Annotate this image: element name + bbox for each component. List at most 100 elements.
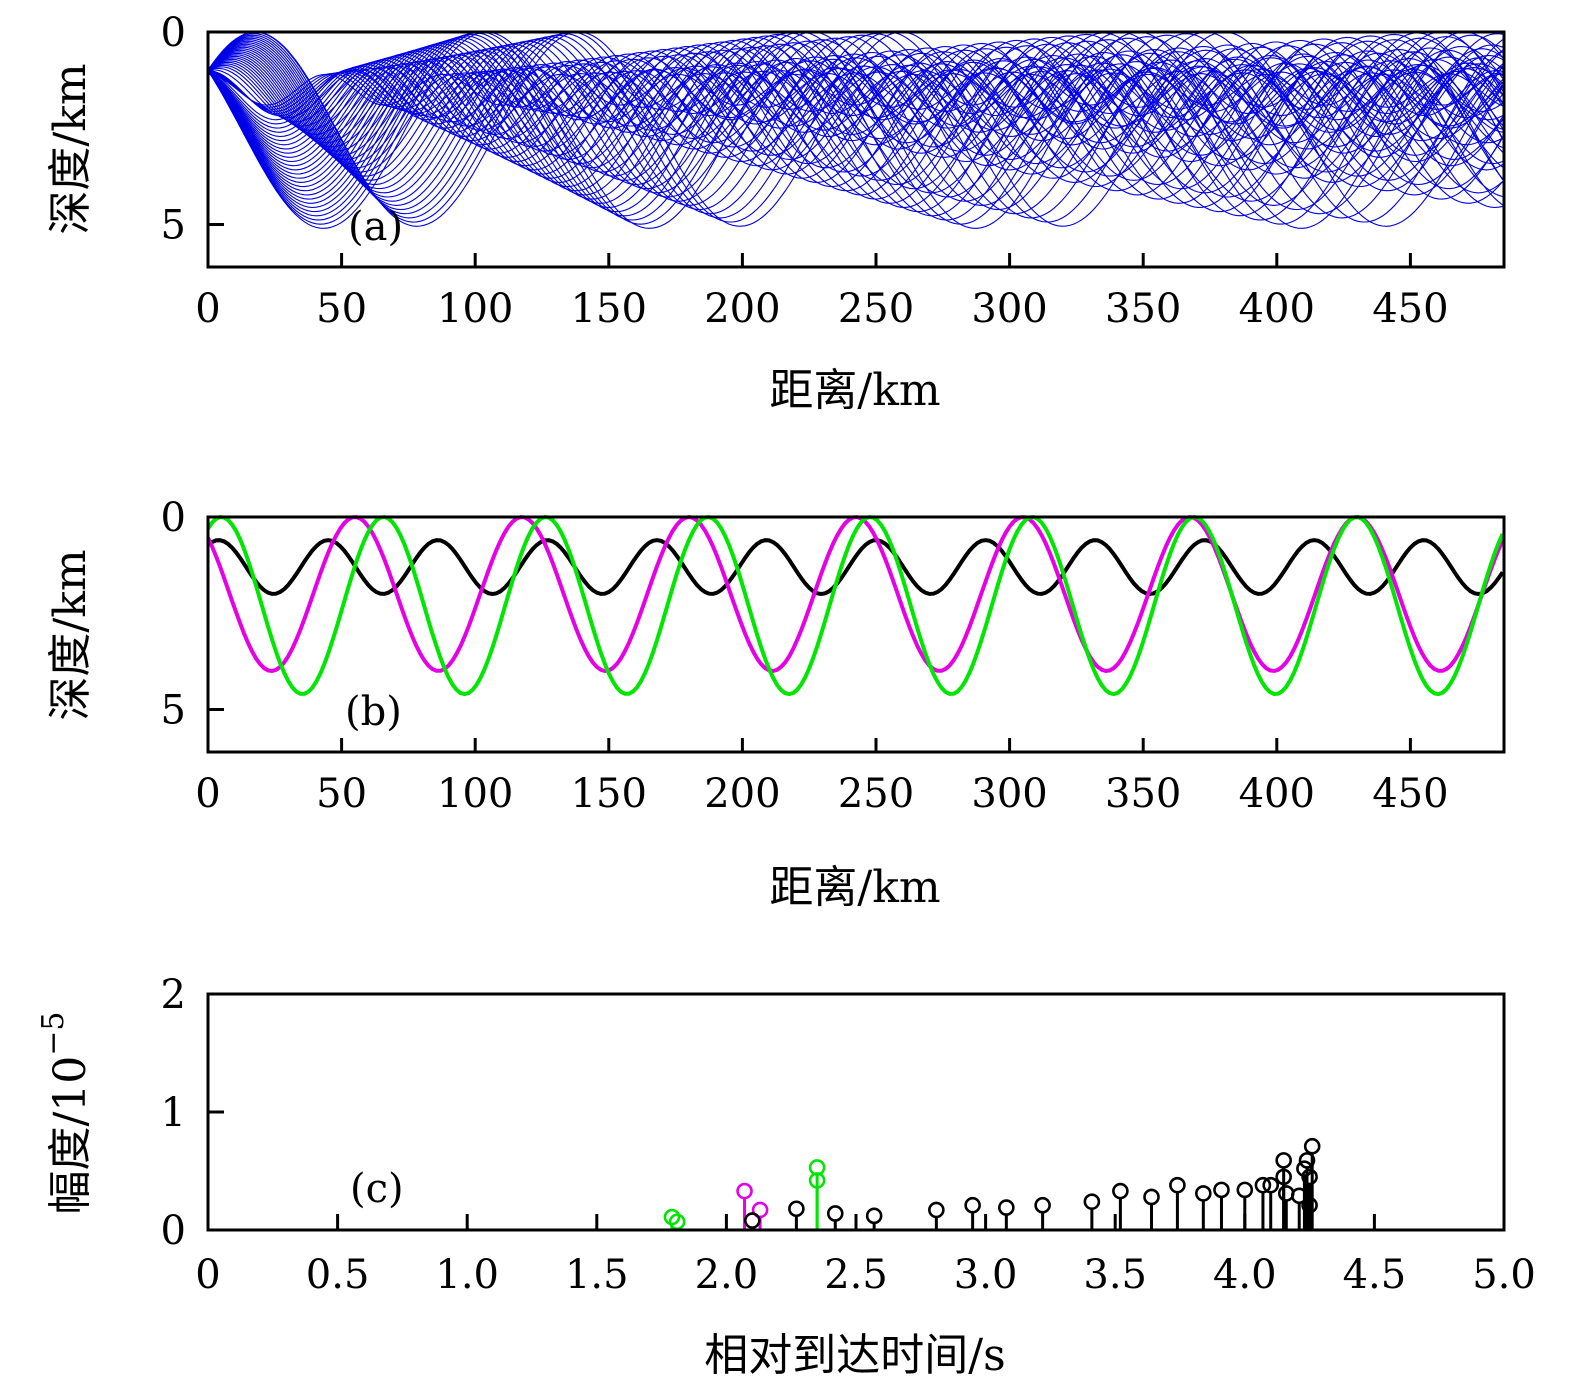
panel-a-ray (207, 31, 1504, 229)
panel-b: 0 50 100 150 200 250 300 350 400 450 05 (b) 距离/km… (45, 495, 1506, 913)
panel-c-stem-marker (865, 1207, 883, 1225)
panel-c-stem-marker (1301, 1196, 1318, 1214)
panel-c-x-tick-label: 3.5 (1083, 1252, 1147, 1298)
panel-a-ray (207, 44, 1503, 188)
panel-c-stem-marker (808, 1172, 826, 1189)
panel-c: 0 0.5 1.0 1.5 2.0 2.5 3.0 3.5 4.0 4.5 5.0 012 (c) … (36, 972, 1536, 1381)
panel-a-ray (207, 63, 1503, 135)
panel-b-series-black-ray (206, 538, 1505, 597)
panel-c-stem-marker (1034, 1196, 1051, 1214)
panel-c-stem-marker (788, 1200, 805, 1218)
panel-c-stem-marker (998, 1199, 1015, 1216)
panel-b-y-tick-label: 0 (161, 495, 186, 541)
panel-c-stem-marker (1275, 1152, 1292, 1169)
panel-a: 0 50 100 150 200 250 300 350 400 450 05 (a) 距离/km… (45, 10, 1506, 416)
panel-a-ray (207, 33, 1503, 219)
panel-b-x-tick-label: 0 (195, 771, 220, 817)
panel-c-x-tick-label: 0 (195, 1252, 220, 1298)
panel-a-ray (207, 31, 1504, 227)
panel-b-x-tick-label: 150 (571, 771, 647, 817)
panel-c-stem-marker (751, 1201, 769, 1219)
panel-a-x-tick-label: 100 (437, 286, 513, 332)
panel-b-x-axis: 0 50 100 150 200 250 300 350 400 450 (195, 738, 1449, 817)
panel-a-x-tick-label: 350 (1105, 286, 1181, 332)
panel-c-stem-marker (1112, 1182, 1129, 1200)
panel-c-x-axis: 0 0.5 1.0 1.5 2.0 2.5 3.0 3.5 4.0 4.5 5.0 (195, 1214, 1536, 1298)
panel-b-x-tick-label: 450 (1372, 771, 1448, 817)
panel-c-stem-marker (736, 1182, 753, 1200)
panel-a-x-axis: 0 50 100 150 200 250 300 350 400 450 (195, 253, 1449, 332)
panel-a-ray (207, 35, 1503, 213)
panel-a-x-title: 距离/km (769, 365, 940, 416)
panel-b-y-axis: 05 (161, 495, 224, 734)
panel-a-x-tick-label: 0 (195, 286, 220, 332)
panel-b-x-tick-label: 250 (838, 771, 914, 817)
panel-b-rays (206, 514, 1505, 697)
panel-b-series-green-ray (206, 514, 1505, 697)
panel-a-ray (207, 38, 1504, 204)
panel-c-stem-marker (1195, 1185, 1212, 1202)
panel-c-y-title-exponent: −5 (36, 1011, 71, 1055)
panel-c-y-tick-label: 1 (161, 1090, 186, 1136)
panel-a-ray (207, 43, 1504, 190)
panel-a-ray (207, 31, 1503, 223)
panel-b-x-tick-label: 100 (437, 771, 513, 817)
panel-b-x-tick-label: 50 (316, 771, 367, 817)
panel-a-ray (207, 54, 1504, 160)
panel-c-stem-marker (744, 1212, 761, 1229)
panel-b-x-tick-label: 200 (704, 771, 780, 817)
panel-c-stem-marker (1143, 1188, 1160, 1206)
panel-b-x-title: 距离/km (769, 862, 940, 913)
panel-b-y-title: 深度/km (45, 549, 96, 720)
panel-b-y-tick-label: 5 (161, 688, 186, 734)
panel-c-x-title: 相对到达时间/s (704, 1330, 1005, 1381)
panel-a-y-tick-label: 0 (161, 10, 186, 56)
panel-a-ray (207, 64, 1503, 131)
panel-a-ray (207, 39, 1504, 200)
panel-a-ray (207, 31, 1504, 225)
panel-a-x-tick-label: 50 (316, 286, 367, 332)
panel-c-y-title: 幅度/10−5 (36, 1011, 96, 1214)
panel-c-y-tick-label: 2 (161, 972, 186, 1018)
panel-c-y-tick-label: 0 (161, 1208, 186, 1254)
panel-a-x-tick-label: 250 (838, 286, 914, 332)
panel-a-ray (207, 45, 1504, 186)
panel-a-x-tick-label: 400 (1239, 286, 1315, 332)
panel-c-stem-marker (1301, 1168, 1318, 1186)
panel-b-tag: (b) (345, 689, 402, 735)
panel-a-frame (206, 30, 1506, 269)
svg-text:幅度/10−5: 幅度/10−5 (36, 1011, 96, 1214)
panel-c-x-tick-label: 0.5 (306, 1252, 370, 1298)
panel-a-ray (207, 60, 1503, 142)
panel-a-ray (207, 55, 1503, 156)
panel-c-stems (663, 1137, 1321, 1231)
panel-c-x-tick-label: 3.0 (954, 1252, 1018, 1298)
panel-c-y-title-base: 幅度/10 (45, 1056, 96, 1215)
panel-c-stem-marker (1303, 1137, 1321, 1155)
panel-a-rays (207, 31, 1504, 229)
panel-c-stem-marker (1298, 1152, 1316, 1169)
panel-b-x-tick-label: 300 (971, 771, 1047, 817)
panel-a-ray (207, 46, 1503, 181)
panel-c-x-tick-label: 2.5 (824, 1252, 888, 1298)
panel-c-x-tick-label: 4.0 (1213, 1252, 1277, 1298)
panel-a-ray (207, 32, 1504, 221)
panel-c-stem-marker (1262, 1176, 1280, 1194)
panel-a-tag: (a) (348, 204, 403, 250)
panel-c-stem-marker (1275, 1168, 1292, 1186)
panel-c-stem-marker (1236, 1181, 1254, 1199)
panel-a-ray (207, 36, 1503, 209)
panel-c-stem-marker (1169, 1176, 1186, 1194)
panel-c-stem-marker (663, 1208, 681, 1226)
panel-c-y-axis: 0 1 2 (161, 972, 224, 1254)
panel-c-stem-marker (1083, 1193, 1101, 1210)
panel-a-y-tick-label: 5 (161, 203, 186, 249)
panel-b-frame (206, 515, 1506, 754)
panel-c-stem-marker (1277, 1185, 1295, 1202)
panel-c-x-tick-label: 5.0 (1472, 1252, 1536, 1298)
panel-a-ray (207, 37, 1504, 206)
panel-a-x-tick-label: 200 (704, 286, 780, 332)
panel-b-x-tick-label: 400 (1239, 771, 1315, 817)
panel-a-y-axis: 05 (161, 10, 224, 249)
